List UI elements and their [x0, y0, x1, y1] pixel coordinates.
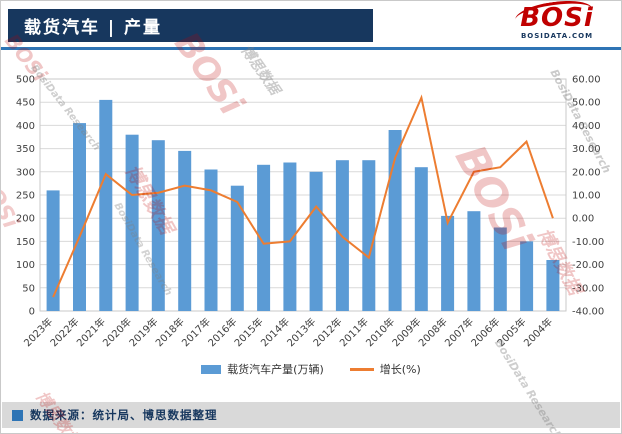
legend-item-growth: 增长(%) [349, 361, 421, 377]
right-axis-tick: 50.00 [572, 98, 601, 109]
x-axis-label: 2004年 [521, 315, 555, 349]
right-axis-tick: 30.00 [572, 144, 601, 155]
right-axis-tick: 0.00 [572, 214, 594, 225]
growth-line [52, 94, 554, 298]
bar-2005年 [520, 241, 534, 311]
bar-2010年 [388, 130, 402, 311]
left-axis-tick: 50 [22, 283, 35, 294]
bosi-logo: BOSi BOSIDATA.COM [501, 1, 613, 40]
left-axis-tick: 0 [29, 307, 35, 318]
bar-2022年 [73, 123, 86, 311]
left-axis-tick: 150 [16, 237, 35, 248]
bar-2008年 [441, 215, 455, 311]
bar-2021年 [99, 99, 113, 312]
legend-label-growth: 增长(%) [379, 363, 421, 376]
left-axis-tick: 300 [16, 167, 35, 178]
bar-2023年 [46, 190, 60, 311]
bar-2017年 [204, 169, 218, 311]
legend-item-production: 载货汽车产量(万辆) [201, 361, 324, 377]
chart-legend: 载货汽车产量(万辆) 增长(%) [1, 359, 621, 379]
production-chart-svg: 0 -40.00 50 -30.00 100 -20.00 150 -10.00 200 0.00… [16, 75, 604, 350]
plot-border [39, 78, 567, 312]
line-swatch-icon [349, 367, 374, 371]
right-axis-tick: -20.00 [572, 260, 604, 271]
legend-label-production: 载货汽车产量(万辆) [227, 363, 324, 376]
right-axis-tick: -40.00 [572, 307, 604, 318]
right-axis-tick: 20.00 [572, 167, 601, 178]
bar-2016年 [230, 185, 244, 311]
left-axis-tick: 200 [16, 214, 35, 225]
left-axis-tick: 500 [16, 75, 35, 86]
page-title: 载货汽车 | 产量 [8, 9, 373, 42]
bar-2018年 [178, 150, 192, 311]
bar-2015年 [257, 164, 271, 311]
bar-2007年 [467, 211, 481, 311]
bar-2014年 [283, 162, 297, 311]
right-axis-tick: 10.00 [572, 191, 601, 202]
logo-subtext: BOSIDATA.COM [520, 32, 594, 40]
left-axis-tick: 100 [16, 260, 35, 271]
bar-2009年 [414, 167, 428, 311]
left-axis-tick: 450 [16, 98, 35, 109]
right-axis-tick: -30.00 [572, 283, 604, 294]
chart-area: 0 -40.00 50 -30.00 100 -20.00 150 -10.00 200 0.00… [6, 53, 618, 357]
bar-swatch-icon [201, 364, 222, 374]
header: 载货汽车 | 产量 BOSi BOSIDATA.COM [1, 1, 621, 48]
bar-2020年 [125, 134, 139, 311]
left-axis-tick: 250 [16, 191, 35, 202]
bar-2019年 [151, 140, 165, 311]
bar-2004年 [546, 260, 560, 311]
right-axis-tick: -10.00 [572, 237, 604, 248]
left-axis-tick: 400 [16, 121, 35, 132]
right-axis-tick: 60.00 [572, 75, 601, 86]
bar-2011年 [362, 160, 376, 311]
source-bar: 数据来源：统计局、博思数据整理 [2, 402, 620, 428]
bar-2013年 [309, 171, 323, 311]
header-divider [1, 47, 621, 50]
source-text: 数据来源：统计局、博思数据整理 [30, 408, 218, 422]
bar-2006年 [493, 227, 507, 311]
right-axis-tick: 40.00 [572, 121, 601, 132]
left-axis-tick: 350 [16, 144, 35, 155]
logo-text: BOSi [520, 3, 594, 33]
source-icon [12, 409, 23, 421]
